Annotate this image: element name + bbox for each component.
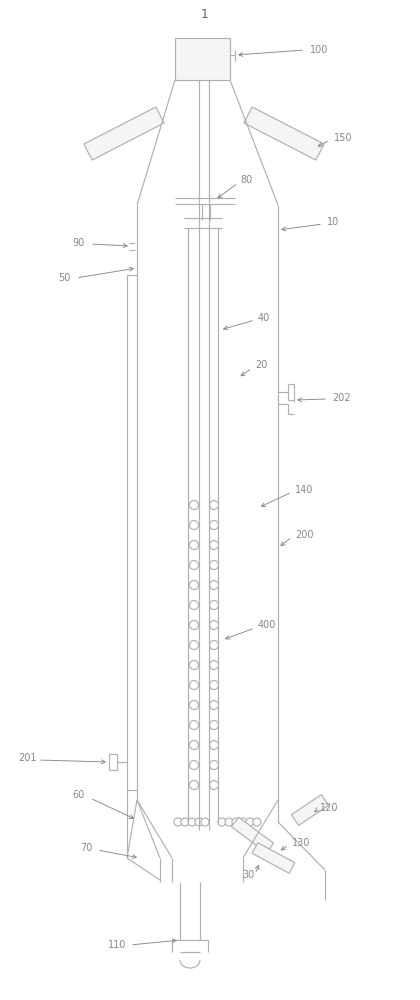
Polygon shape bbox=[244, 107, 324, 160]
Text: 201: 201 bbox=[18, 753, 37, 763]
Circle shape bbox=[253, 818, 261, 826]
Text: 200: 200 bbox=[295, 530, 313, 540]
Circle shape bbox=[210, 780, 218, 790]
Polygon shape bbox=[231, 817, 273, 853]
Text: 140: 140 bbox=[295, 485, 313, 495]
Text: 100: 100 bbox=[310, 45, 328, 55]
Circle shape bbox=[174, 818, 182, 826]
Circle shape bbox=[225, 818, 233, 826]
Text: 40: 40 bbox=[258, 313, 270, 323]
Circle shape bbox=[189, 620, 199, 630]
Circle shape bbox=[189, 680, 199, 690]
Text: 30: 30 bbox=[242, 870, 254, 880]
Text: 90: 90 bbox=[72, 238, 84, 248]
Circle shape bbox=[210, 620, 218, 630]
Text: 10: 10 bbox=[327, 217, 339, 227]
Circle shape bbox=[189, 660, 199, 670]
Circle shape bbox=[189, 600, 199, 609]
Circle shape bbox=[232, 818, 240, 826]
Circle shape bbox=[189, 740, 199, 750]
Circle shape bbox=[210, 680, 218, 690]
Circle shape bbox=[189, 780, 199, 790]
Circle shape bbox=[189, 560, 199, 570]
Circle shape bbox=[210, 641, 218, 650]
Circle shape bbox=[239, 818, 247, 826]
Text: 110: 110 bbox=[108, 940, 126, 950]
Circle shape bbox=[210, 760, 218, 770]
Circle shape bbox=[189, 540, 199, 550]
Circle shape bbox=[218, 818, 226, 826]
Polygon shape bbox=[175, 38, 230, 80]
Circle shape bbox=[246, 818, 254, 826]
Circle shape bbox=[210, 500, 218, 510]
Text: 202: 202 bbox=[332, 393, 351, 403]
Circle shape bbox=[210, 540, 218, 550]
Circle shape bbox=[210, 720, 218, 730]
Circle shape bbox=[210, 700, 218, 710]
Circle shape bbox=[188, 818, 196, 826]
Text: 80: 80 bbox=[240, 175, 252, 185]
Text: 130: 130 bbox=[292, 838, 310, 848]
Text: 400: 400 bbox=[258, 620, 276, 630]
Text: 50: 50 bbox=[58, 273, 71, 283]
Circle shape bbox=[181, 818, 189, 826]
Text: 20: 20 bbox=[255, 360, 268, 370]
Circle shape bbox=[189, 641, 199, 650]
Circle shape bbox=[201, 818, 209, 826]
Polygon shape bbox=[291, 795, 328, 825]
Circle shape bbox=[210, 600, 218, 609]
Circle shape bbox=[210, 660, 218, 670]
Circle shape bbox=[210, 580, 218, 589]
Circle shape bbox=[189, 720, 199, 730]
Text: 60: 60 bbox=[72, 790, 84, 800]
Text: 1: 1 bbox=[201, 8, 209, 21]
Polygon shape bbox=[84, 107, 164, 160]
Polygon shape bbox=[252, 843, 295, 873]
Circle shape bbox=[195, 818, 203, 826]
Circle shape bbox=[210, 740, 218, 750]
Circle shape bbox=[189, 760, 199, 770]
Circle shape bbox=[189, 700, 199, 710]
Circle shape bbox=[189, 580, 199, 589]
Circle shape bbox=[189, 520, 199, 530]
Text: 150: 150 bbox=[334, 133, 352, 143]
Text: 70: 70 bbox=[80, 843, 92, 853]
Circle shape bbox=[210, 520, 218, 530]
Text: 120: 120 bbox=[320, 803, 339, 813]
Circle shape bbox=[189, 500, 199, 510]
Circle shape bbox=[210, 560, 218, 570]
